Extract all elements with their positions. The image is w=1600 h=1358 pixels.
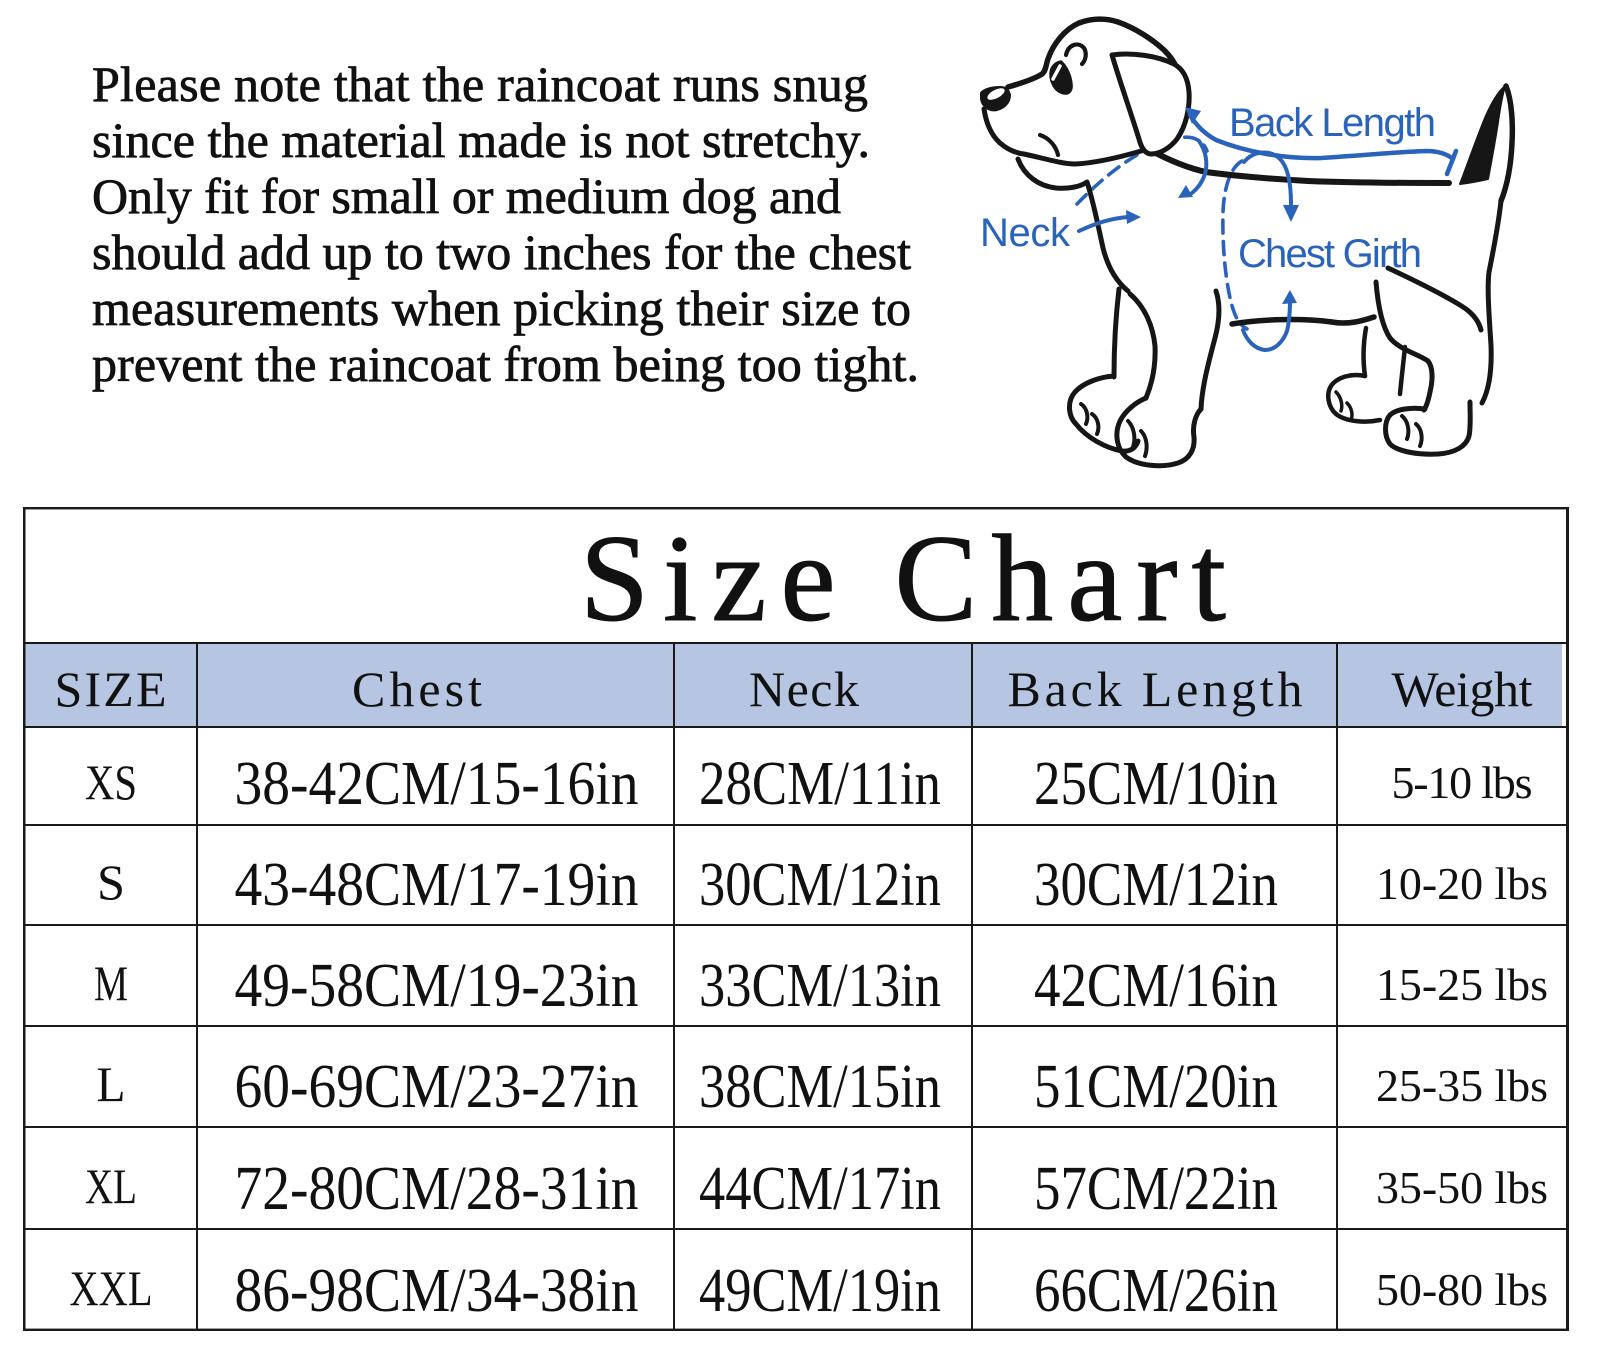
svg-text:SIZE: SIZE bbox=[55, 661, 167, 717]
svg-text:25-35 lbs: 25-35 lbs bbox=[1376, 1060, 1548, 1111]
svg-text:15-25 lbs: 15-25 lbs bbox=[1376, 959, 1548, 1010]
svg-text:should add up to two inches fo: should add up to two inches for the ches… bbox=[92, 224, 911, 280]
svg-text:38CM/15in: 38CM/15in bbox=[699, 1053, 941, 1121]
svg-text:72-80CM/28-31in: 72-80CM/28-31in bbox=[235, 1155, 639, 1223]
svg-text:30CM/12in: 30CM/12in bbox=[699, 851, 941, 919]
svg-text:Weight: Weight bbox=[1392, 661, 1533, 717]
svg-text:since the material made is not: since the material made is not stretchy. bbox=[92, 112, 870, 168]
svg-text:prevent the raincoat from bein: prevent the raincoat from being too tigh… bbox=[92, 336, 919, 392]
svg-text:50-80 lbs: 50-80 lbs bbox=[1376, 1264, 1548, 1315]
svg-text:XL: XL bbox=[85, 1158, 137, 1214]
svg-text:42CM/16in: 42CM/16in bbox=[1034, 952, 1278, 1020]
svg-text:Chest Girth: Chest Girth bbox=[1238, 232, 1422, 276]
svg-text:35-50 lbs: 35-50 lbs bbox=[1376, 1162, 1548, 1213]
svg-text:XS: XS bbox=[85, 754, 137, 810]
svg-text:Neck: Neck bbox=[749, 661, 859, 717]
svg-text:measurements when picking thei: measurements when picking their size to bbox=[92, 280, 911, 336]
svg-text:57CM/22in: 57CM/22in bbox=[1034, 1155, 1278, 1223]
svg-text:49-58CM/19-23in: 49-58CM/19-23in bbox=[235, 952, 639, 1020]
svg-text:49CM/19in: 49CM/19in bbox=[699, 1257, 941, 1325]
svg-text:Back Length: Back Length bbox=[1229, 101, 1436, 145]
svg-text:86-98CM/34-38in: 86-98CM/34-38in bbox=[235, 1257, 639, 1325]
svg-text:Back Length: Back Length bbox=[1008, 661, 1303, 717]
svg-text:5-10 lbs: 5-10 lbs bbox=[1392, 757, 1533, 808]
svg-text:Please note that the raincoat: Please note that the raincoat runs snug bbox=[92, 56, 868, 112]
svg-text:51CM/20in: 51CM/20in bbox=[1034, 1053, 1278, 1121]
svg-text:44CM/17in: 44CM/17in bbox=[699, 1155, 941, 1223]
svg-text:S: S bbox=[97, 854, 125, 910]
svg-text:10-20 lbs: 10-20 lbs bbox=[1376, 858, 1548, 909]
svg-text:M: M bbox=[94, 955, 128, 1011]
svg-text:38-42CM/15-16in: 38-42CM/15-16in bbox=[235, 750, 639, 818]
svg-text:43-48CM/17-19in: 43-48CM/17-19in bbox=[235, 851, 639, 919]
svg-text:28CM/11in: 28CM/11in bbox=[699, 750, 941, 818]
svg-text:L: L bbox=[97, 1056, 126, 1112]
svg-text:60-69CM/23-27in: 60-69CM/23-27in bbox=[235, 1053, 639, 1121]
svg-text:Neck: Neck bbox=[980, 211, 1071, 255]
svg-text:25CM/10in: 25CM/10in bbox=[1034, 750, 1278, 818]
svg-text:30CM/12in: 30CM/12in bbox=[1034, 851, 1278, 919]
svg-text:33CM/13in: 33CM/13in bbox=[699, 952, 941, 1020]
svg-text:Size Chart: Size Chart bbox=[580, 510, 1226, 647]
svg-text:Only fit for small or medium d: Only fit for small or medium dog and bbox=[92, 168, 841, 224]
svg-text:66CM/26in: 66CM/26in bbox=[1034, 1257, 1278, 1325]
svg-text:XXL: XXL bbox=[70, 1260, 153, 1316]
